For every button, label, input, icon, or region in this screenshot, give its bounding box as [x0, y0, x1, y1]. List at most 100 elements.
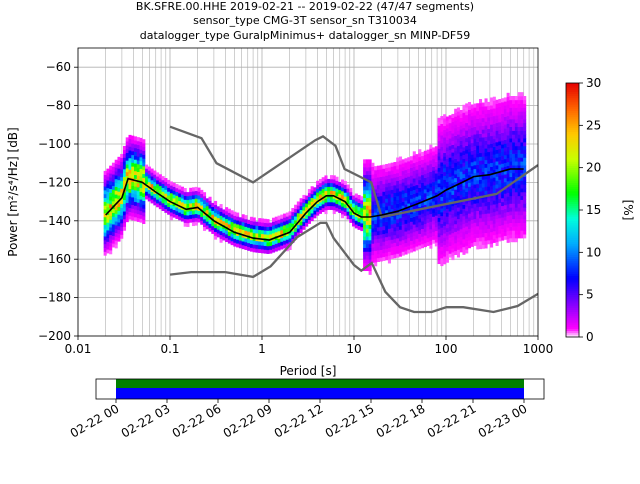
- heatmap-cell: [456, 241, 460, 246]
- heatmap-cell: [329, 201, 334, 207]
- heatmap-cell: [139, 218, 143, 223]
- heatmap-cell: [131, 166, 135, 171]
- heatmap-cell: [481, 202, 485, 207]
- colorbar-cell: [566, 273, 579, 277]
- heatmap-cell: [233, 211, 237, 216]
- heatmap-cell: [448, 234, 452, 239]
- heatmap-cell: [476, 122, 480, 127]
- heatmap-cell: [467, 178, 472, 183]
- heatmap-cell: [249, 216, 253, 221]
- heatmap-cell: [269, 245, 273, 250]
- heatmap-cell: [503, 108, 507, 114]
- heatmap-cell: [412, 159, 416, 164]
- heatmap-cell: [390, 243, 394, 248]
- heatmap-cell: [481, 148, 485, 153]
- heatmap-cell: [111, 197, 115, 202]
- heatmap-cell: [506, 96, 510, 101]
- heatmap-cell: [506, 173, 510, 178]
- heatmap-cell: [492, 131, 496, 136]
- heatmap-cell: [219, 234, 223, 239]
- heatmap-cell: [454, 174, 458, 179]
- heatmap-cell: [456, 195, 460, 200]
- heatmap-cell: [456, 191, 460, 197]
- heatmap-cell: [490, 166, 494, 171]
- heatmap-cell: [142, 146, 146, 152]
- colorbar-cell: [566, 241, 579, 245]
- heatmap-cell: [283, 244, 287, 249]
- heatmap-cell: [479, 160, 483, 165]
- heatmap-cell: [357, 198, 361, 203]
- heatmap-cell: [495, 214, 499, 220]
- heatmap-cell: [285, 239, 289, 244]
- heatmap-cell: [139, 149, 143, 154]
- heatmap-cell: [432, 158, 436, 164]
- heatmap-cell: [363, 255, 367, 260]
- heatmap-cell: [410, 171, 414, 176]
- heatmap-cell: [139, 137, 143, 143]
- heatmap-cell: [374, 242, 378, 248]
- heatmap-cell: [520, 234, 524, 239]
- heatmap-cell: [139, 210, 143, 215]
- heatmap-cell: [255, 221, 259, 226]
- heatmap-cell: [385, 233, 389, 238]
- heatmap-cell: [357, 218, 361, 223]
- heatmap-cell: [205, 225, 209, 230]
- heatmap-cell: [426, 165, 430, 170]
- heatmap-cell: [189, 195, 193, 200]
- heatmap-cell: [145, 172, 149, 177]
- heatmap-cell: [465, 149, 469, 154]
- heatmap-cell: [467, 190, 472, 195]
- heatmap-cell: [117, 233, 121, 238]
- colorbar-cell: [566, 311, 579, 315]
- heatmap-cell: [481, 187, 485, 192]
- heatmap-cell: [249, 247, 253, 252]
- heatmap-cell: [448, 168, 452, 174]
- heatmap-cell: [454, 177, 458, 183]
- heatmap-cell: [263, 230, 267, 235]
- heatmap-cell: [492, 211, 496, 217]
- heatmap-cell: [509, 153, 513, 158]
- heatmap-cell: [498, 206, 502, 211]
- heatmap-cell: [194, 221, 198, 226]
- heatmap-cell: [398, 160, 403, 165]
- title: BK.SFRE.00.HHE 2019-02-21 -- 2019-02-22 …: [136, 0, 474, 42]
- heatmap-cell: [514, 130, 518, 135]
- heatmap-cell: [145, 187, 149, 192]
- heatmap-cell: [498, 225, 502, 230]
- heatmap-cell: [410, 206, 414, 211]
- heatmap-cell: [454, 158, 458, 163]
- heatmap-cell: [263, 234, 267, 239]
- heatmap-cell: [302, 202, 306, 207]
- heatmap-cell: [169, 216, 173, 221]
- heatmap-cell: [454, 189, 458, 194]
- heatmap-cell: [481, 183, 485, 188]
- heatmap-cell: [470, 185, 474, 190]
- heatmap-cell: [495, 99, 499, 104]
- heatmap-cell: [122, 211, 127, 216]
- colorbar-cell: [566, 317, 579, 321]
- heatmap-cell: [454, 143, 458, 148]
- heatmap-cell: [418, 172, 422, 177]
- heatmap-cell: [448, 211, 452, 216]
- heatmap-cell: [456, 234, 460, 239]
- colorbar-cell: [566, 207, 579, 211]
- heatmap-cell: [440, 188, 444, 194]
- heatmap-cell: [335, 207, 339, 212]
- heatmap-cell: [332, 183, 336, 188]
- heatmap-cell: [487, 113, 491, 118]
- heatmap-cell: [470, 204, 474, 209]
- heatmap-cell: [503, 120, 507, 125]
- heatmap-cell: [459, 213, 463, 218]
- heatmap-cell: [415, 238, 419, 243]
- heatmap-cell: [467, 244, 472, 249]
- heatmap-cell: [434, 211, 438, 216]
- heatmap-cell: [131, 208, 135, 213]
- heatmap-cell: [385, 229, 389, 234]
- heatmap-cell: [470, 219, 474, 224]
- heatmap-cell: [410, 156, 414, 161]
- heatmap-cell: [363, 170, 367, 176]
- heatmap-cell: [437, 179, 441, 184]
- heatmap-cell: [139, 153, 143, 158]
- heatmap-cell: [109, 230, 113, 236]
- heatmap-cell: [103, 205, 107, 210]
